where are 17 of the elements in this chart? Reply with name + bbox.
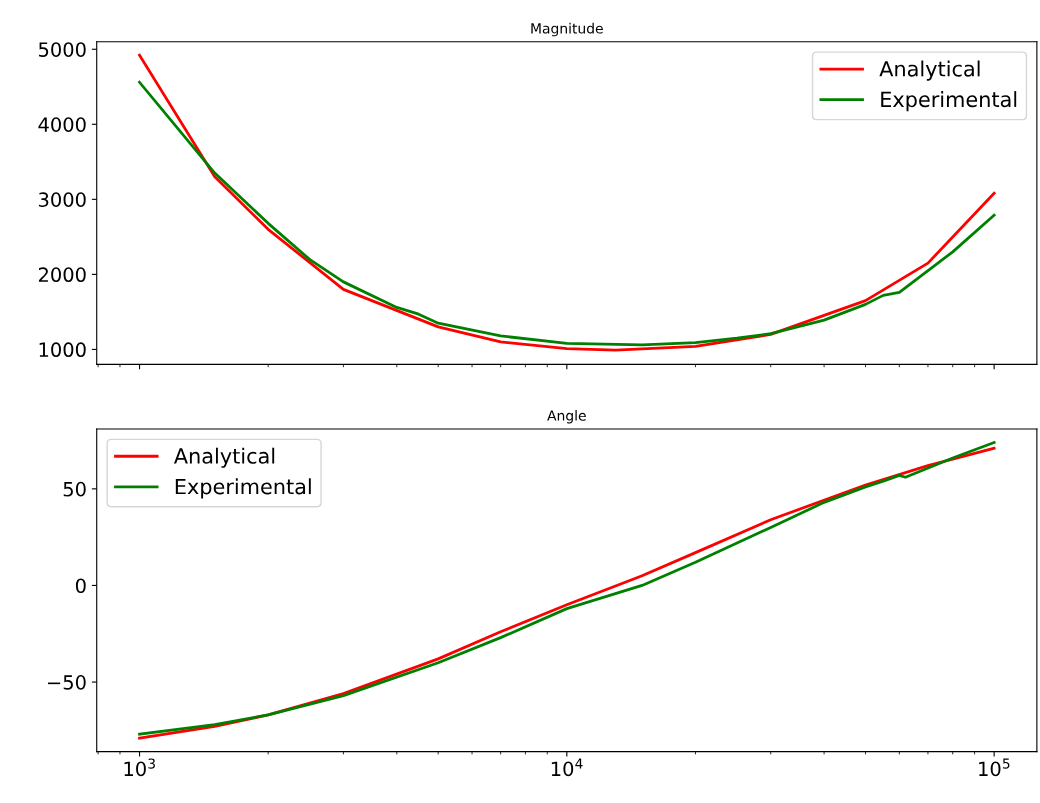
x-tick-label: 10$^{4}$ [551, 758, 583, 777]
x-tick-label: 10$^{5}$ [979, 758, 1010, 777]
y-tick-label: −50 [48, 675, 86, 690]
legend-label: Analytical [173, 447, 275, 468]
chart-title: Magnitude [531, 22, 603, 37]
chart-title: Angle [547, 410, 586, 424]
y-tick-label: 4000 [38, 117, 86, 132]
y-tick-label: 50 [63, 481, 86, 497]
legend-label: Experimental [175, 478, 311, 499]
y-tick-label: 3000 [38, 192, 86, 207]
x-tick-label: 10$^{3}$ [124, 758, 155, 777]
y-tick-label: 0 [75, 578, 86, 594]
legend-label: Analytical [879, 60, 980, 81]
y-tick-label: 2000 [38, 267, 86, 283]
legend-label: Experimental [881, 91, 1017, 112]
y-tick-label: 1000 [39, 342, 86, 358]
y-tick-label: 5000 [39, 42, 86, 57]
